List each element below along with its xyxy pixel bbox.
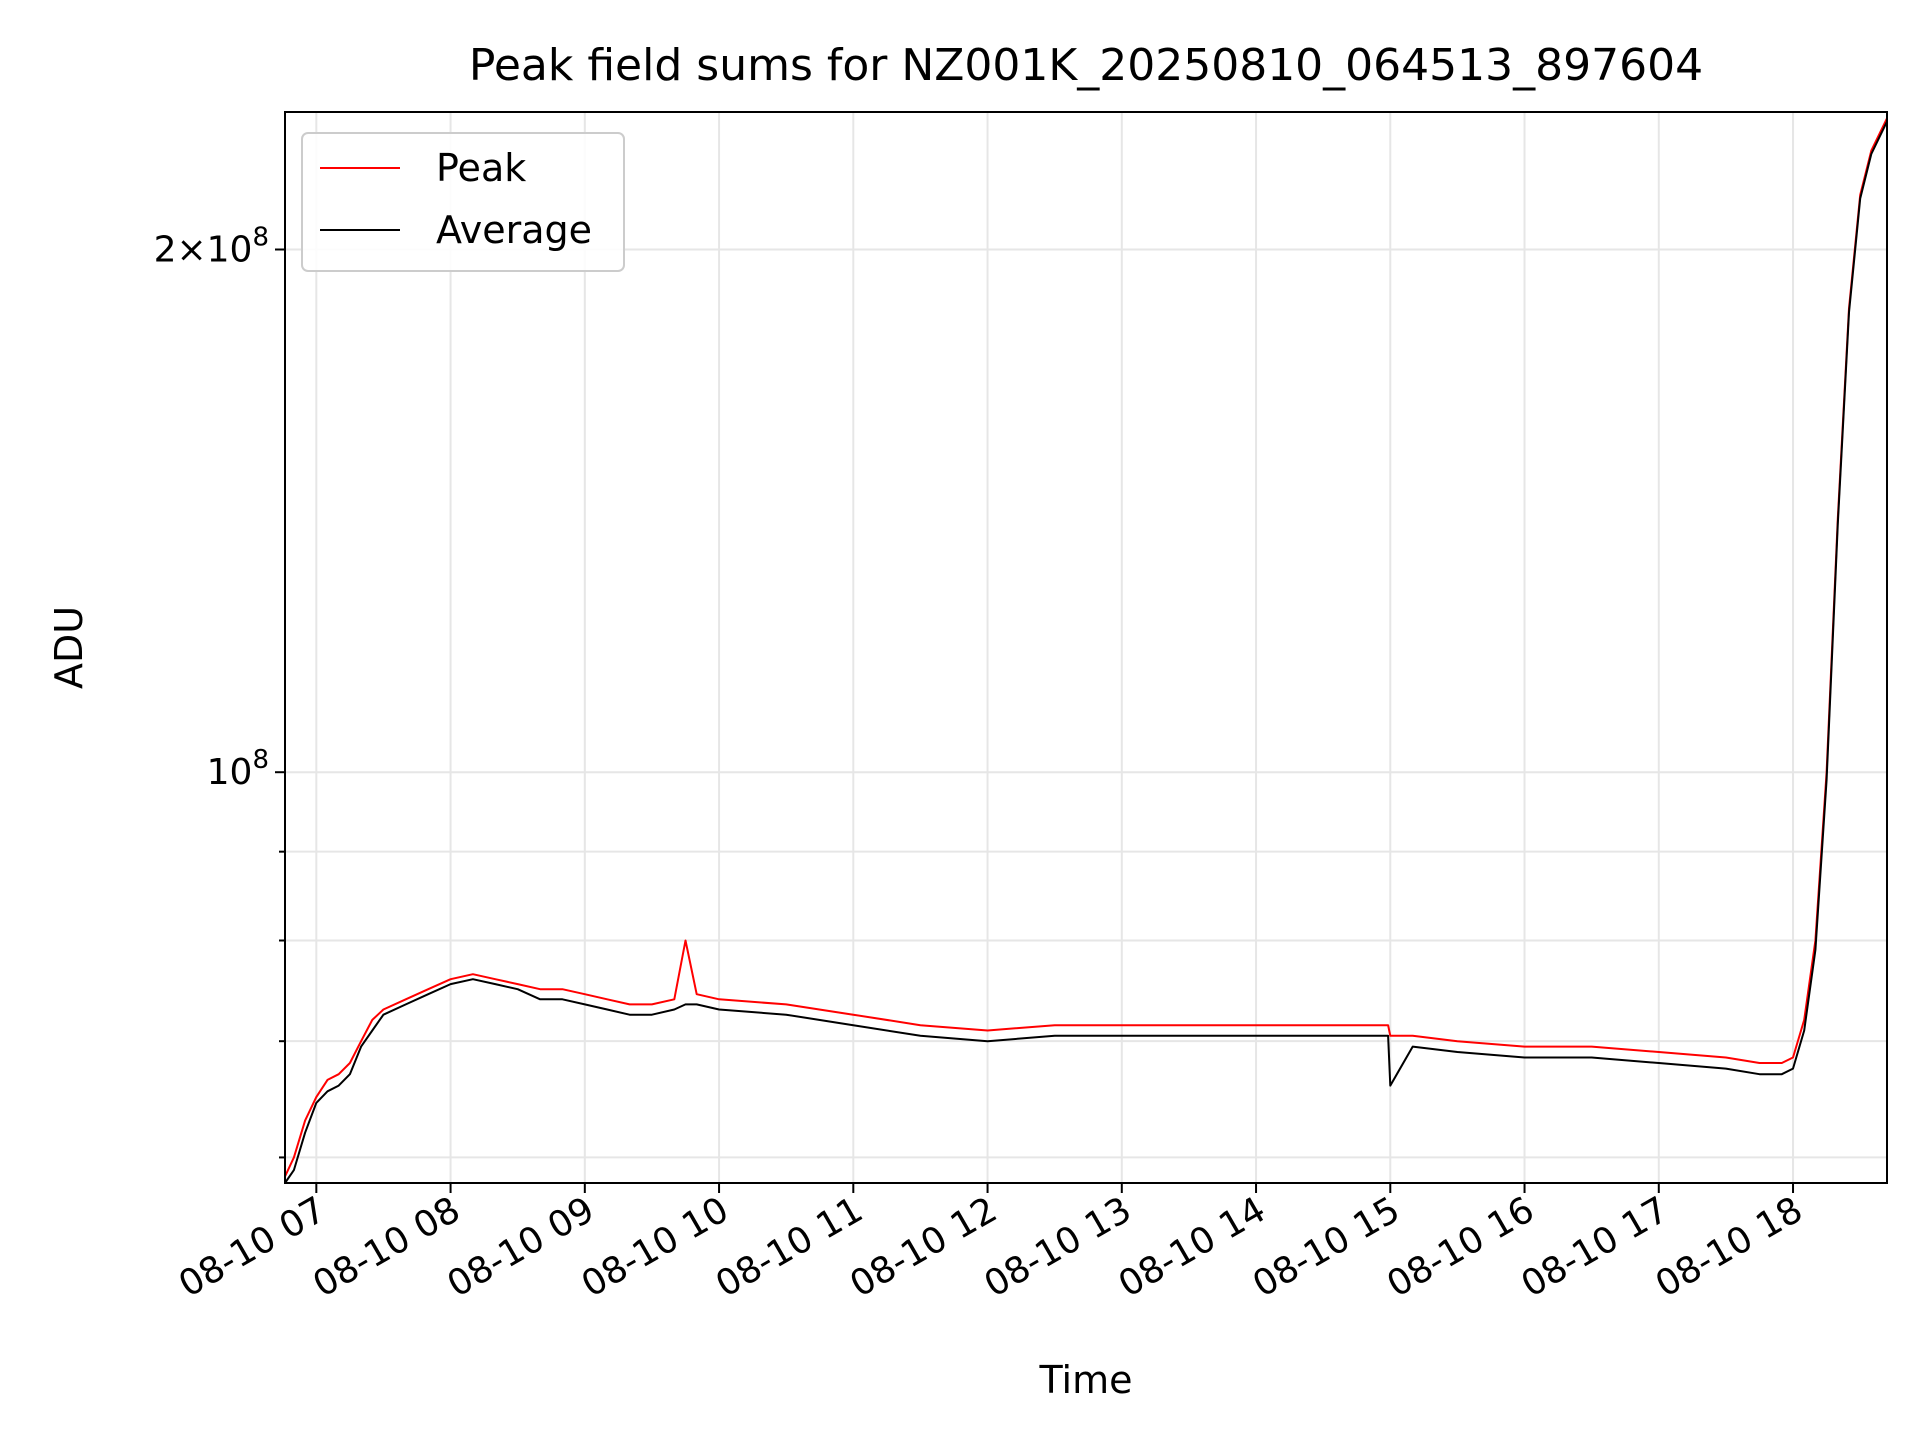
series-line-average (284, 121, 1888, 1184)
chart-title: Peak field sums for NZ001K_20250810_0645… (469, 40, 1703, 91)
plot-frame (284, 111, 1888, 1184)
legend-label-average: Average (436, 208, 592, 252)
y-axis-label: ADU (47, 606, 91, 689)
y-tick-label: 108 (207, 745, 269, 793)
series-line-peak (284, 117, 1888, 1177)
legend: Peak Average (301, 132, 625, 272)
grid (285, 112, 1887, 1183)
x-axis-label: Time (1039, 1358, 1133, 1402)
series-group (284, 117, 1888, 1184)
y-tick-label: 2×108 (154, 222, 269, 270)
legend-label-peak: Peak (436, 146, 526, 190)
